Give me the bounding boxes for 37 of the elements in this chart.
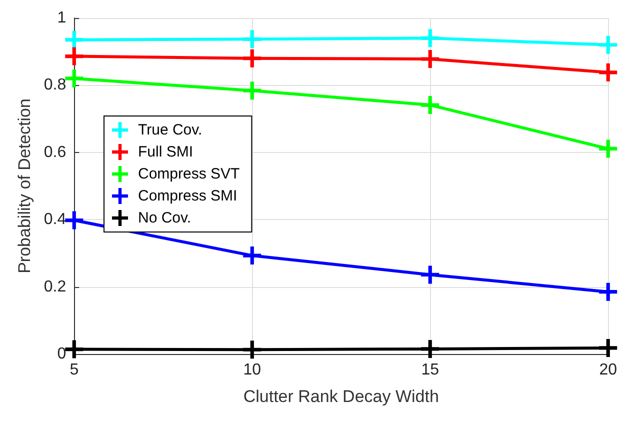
- point: [65, 30, 84, 49]
- point: [243, 82, 262, 100]
- point: [599, 282, 618, 301]
- y-tick-label: 0: [57, 346, 66, 362]
- point: [65, 211, 84, 230]
- legend-label: Compress SVT: [138, 166, 240, 182]
- y-tick-label: 1: [57, 10, 66, 26]
- point: [421, 96, 440, 114]
- legend-label: Full SMI: [138, 144, 194, 160]
- point: [65, 69, 84, 88]
- legend-label: True Cov.: [138, 122, 202, 138]
- point: [599, 140, 618, 158]
- point: [599, 36, 618, 54]
- point: [599, 63, 618, 82]
- point: [421, 50, 440, 68]
- point: [243, 246, 262, 265]
- point: [243, 340, 262, 359]
- point: [421, 340, 440, 358]
- legend-label: Compress SMI: [138, 188, 238, 204]
- x-tick-label: 15: [421, 362, 440, 378]
- y-tick-label: 0.4: [44, 211, 66, 228]
- x-axis-title: Clutter Rank Decay Width: [243, 387, 439, 406]
- point: [65, 340, 84, 358]
- legend-label: No Cov.: [138, 210, 192, 226]
- x-tick-label: 5: [70, 362, 79, 378]
- y-tick-label: 0.2: [44, 278, 66, 296]
- point: [421, 29, 440, 48]
- point: [65, 47, 84, 66]
- y-axis-title: Probability of Detection: [15, 98, 34, 274]
- point: [243, 49, 262, 68]
- point: [243, 30, 262, 48]
- x-tick-label: 20: [599, 362, 618, 378]
- y-tick-label: 0.6: [44, 144, 66, 161]
- point: [421, 266, 440, 284]
- x-tick-label: 10: [243, 362, 262, 378]
- point: [599, 338, 618, 357]
- y-tick-label: 0.8: [44, 76, 66, 94]
